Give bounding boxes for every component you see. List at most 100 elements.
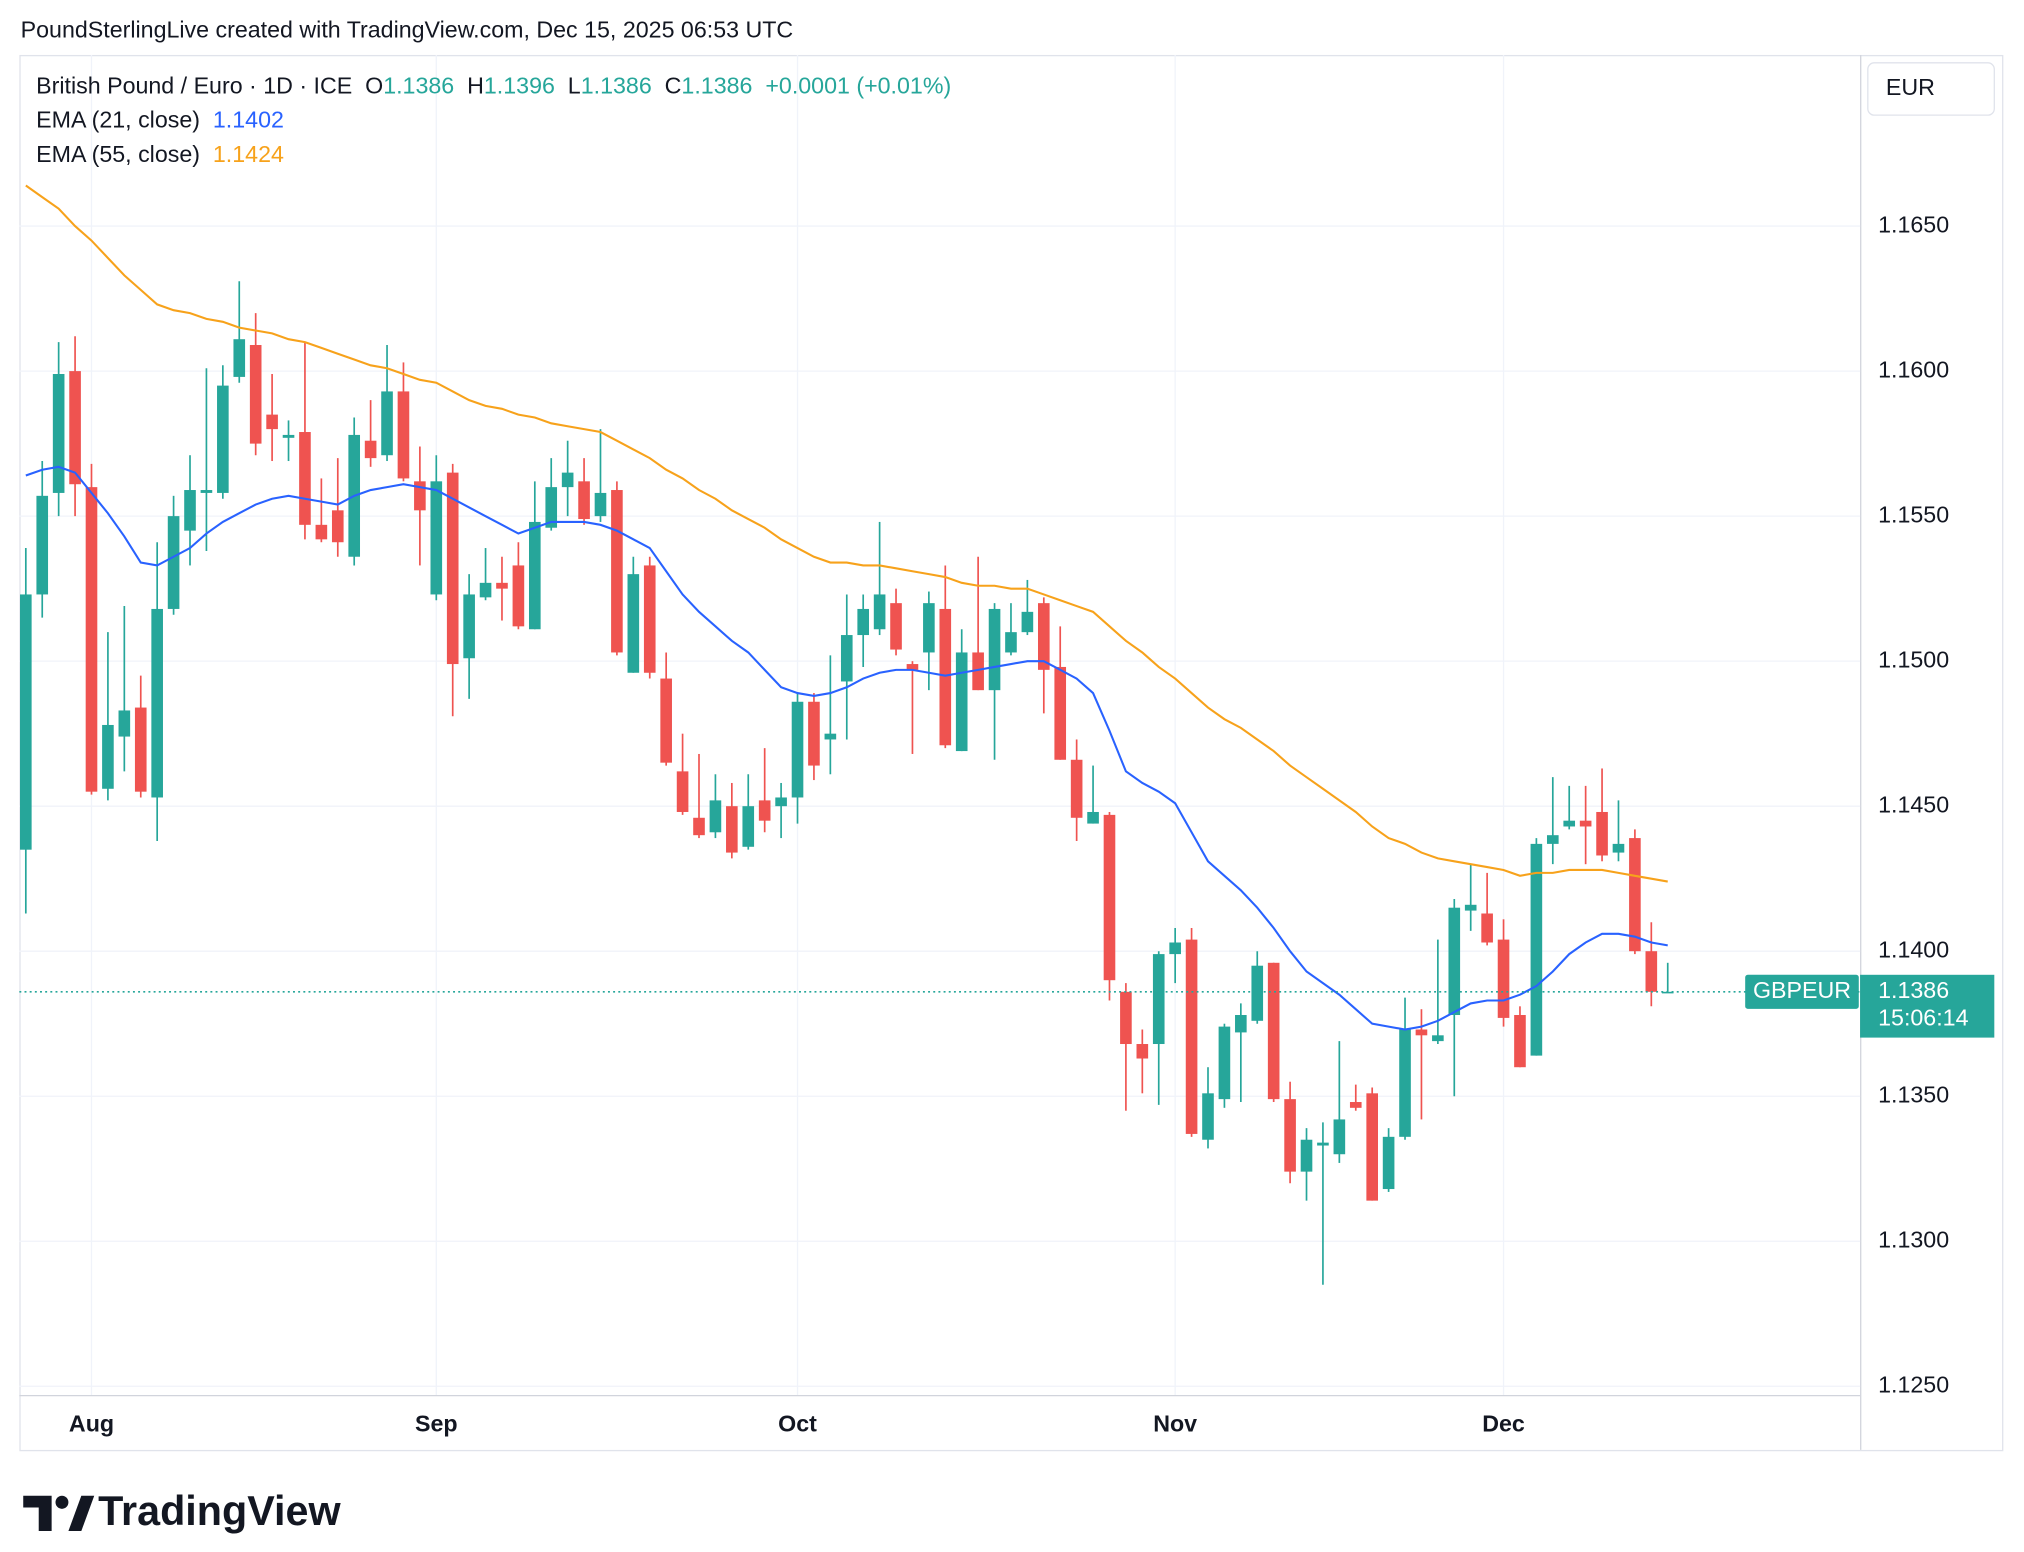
candle-body — [857, 608, 870, 636]
candle-body — [742, 806, 755, 847]
candle-body — [381, 391, 393, 456]
candle-body — [299, 432, 311, 525]
candle-body — [1284, 1099, 1296, 1172]
symbol-tag — [1745, 974, 1859, 1009]
candle-body — [1103, 814, 1116, 981]
frame — [19, 54, 2004, 1452]
x-tick-label: Sep — [415, 1410, 458, 1436]
currency[interactable]: EUR — [1886, 74, 1935, 100]
symbol-tag-label: GBPEUR — [1753, 977, 1851, 1003]
candle-body — [151, 608, 163, 798]
candle-body — [972, 652, 984, 691]
x-tick-label: Aug — [69, 1410, 114, 1436]
ohlc-value: 1.1396 — [484, 73, 555, 99]
y-tick-label: 1.1500 — [1878, 646, 1949, 672]
candle-body — [1152, 954, 1165, 1045]
y-tick-label: 1.1400 — [1878, 936, 1949, 962]
candle-body — [69, 371, 81, 485]
candle-body — [167, 516, 180, 609]
candle-body — [1448, 907, 1461, 1016]
candle-body — [1300, 1139, 1313, 1172]
logo-mark — [68, 1495, 95, 1532]
x-tick-label: Nov — [1153, 1410, 1197, 1436]
candle-body — [1629, 838, 1641, 952]
legend-entry: EMA (55, close) — [36, 141, 200, 167]
candle-body — [446, 472, 459, 665]
y-tick-label: 1.1650 — [1878, 211, 1949, 237]
candle-body — [364, 440, 377, 459]
candle-body — [1070, 759, 1083, 818]
candle-body — [1612, 843, 1625, 853]
candle-body — [1530, 843, 1543, 1056]
legend-title: British Pound / Euro · 1D · ICE — [36, 73, 352, 99]
candle-body — [1497, 939, 1510, 1018]
y-tick-label: 1.1300 — [1878, 1226, 1949, 1252]
y-tick-label: 1.1550 — [1878, 501, 1949, 527]
candle-body — [1202, 1093, 1214, 1140]
candle-body — [1054, 666, 1067, 760]
price-tag-label: 1.1386 — [1878, 977, 1949, 1003]
candle-body — [1415, 1029, 1428, 1036]
logo-mark — [55, 1495, 69, 1509]
candle-body — [233, 339, 246, 377]
y-tick-label: 1.1450 — [1878, 791, 1949, 817]
candle-body — [1169, 942, 1181, 955]
candle-body — [1021, 611, 1034, 633]
candle-body — [463, 594, 475, 659]
y-tick-label: 1.1600 — [1878, 356, 1949, 382]
ohlc-label: O — [365, 73, 383, 99]
candle-body — [578, 481, 590, 520]
candle-body — [118, 710, 131, 737]
branding: TradingView — [98, 1487, 341, 1534]
legend: EMA (55, close) 1.1424 — [36, 141, 284, 167]
y-tick-label: 1.1350 — [1878, 1081, 1949, 1107]
candle-body — [988, 608, 1001, 691]
candle-body — [1235, 1015, 1247, 1033]
candle-body — [529, 521, 541, 630]
candle-body — [397, 391, 410, 479]
candle-body — [315, 524, 328, 540]
marks — [19, 184, 1861, 1285]
candle-body — [824, 733, 837, 740]
candle-body — [52, 374, 65, 493]
candle-body — [1317, 1142, 1329, 1146]
candle-body — [496, 582, 508, 589]
candle-body — [1399, 1029, 1411, 1137]
candle-body — [1136, 1044, 1149, 1059]
candle-body — [676, 771, 689, 812]
candle-body — [1349, 1102, 1362, 1108]
ohlc-value: 1.1386 — [383, 73, 454, 99]
candle-body — [1366, 1093, 1378, 1201]
candle-body — [266, 414, 278, 430]
candle-body — [1596, 811, 1608, 856]
candle-body — [1579, 820, 1592, 827]
y-tick-label: 1.1250 — [1878, 1371, 1949, 1397]
candle-body — [726, 806, 738, 853]
candle-body — [20, 594, 32, 850]
ohlc-value: 1.1386 — [581, 73, 652, 99]
legend: British Pound / Euro · 1D · ICE O1.1386 H1… — [36, 73, 951, 99]
change: +0.0001 (+0.01%) — [765, 73, 951, 99]
candle-body — [184, 490, 196, 531]
candle-body — [1185, 939, 1198, 1134]
candle-body — [709, 800, 722, 833]
x-tick-label: Dec — [1482, 1410, 1525, 1436]
candle-body — [1005, 632, 1017, 653]
legend-entry: EMA (21, close) — [36, 107, 200, 133]
candle-body — [1432, 1035, 1444, 1042]
currency-button[interactable] — [1867, 62, 1995, 116]
candle-body — [1481, 913, 1493, 943]
candle-body — [479, 582, 492, 598]
candle-body — [217, 385, 229, 493]
legend-value: 1.1424 — [213, 141, 284, 167]
candle-body — [1218, 1026, 1231, 1100]
candle-body — [873, 594, 886, 630]
candle-body — [1464, 904, 1477, 911]
candle-body — [1333, 1119, 1346, 1155]
candle-body — [200, 490, 213, 493]
ohlc-value: 1.1386 — [681, 73, 752, 99]
x-tick-label: Oct — [778, 1410, 817, 1436]
overlay: British Pound / Euro · 1D · ICE O1.1386 H1… — [36, 62, 1995, 1436]
logo: TradingView — [23, 1487, 341, 1534]
